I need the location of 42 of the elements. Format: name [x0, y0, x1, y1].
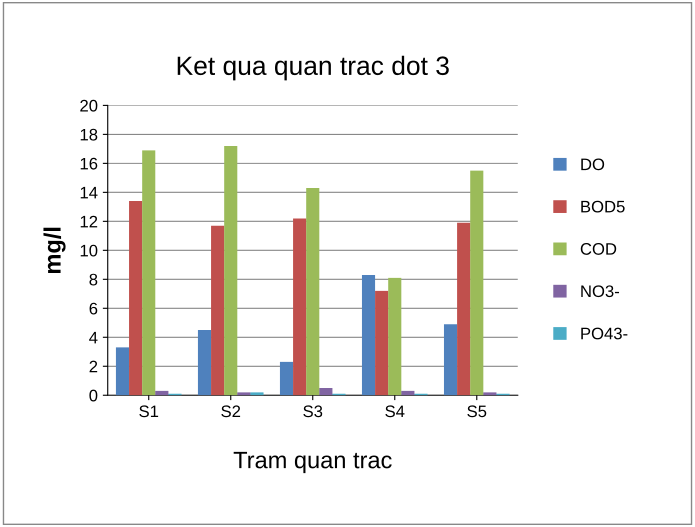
bar — [444, 324, 458, 396]
bar — [375, 290, 388, 396]
y-tick-label: 14 — [80, 186, 98, 198]
x-tick-label: S1 — [139, 405, 158, 418]
y-tick-label: 0 — [89, 390, 98, 402]
chart-title: Ket qua quan trac dot 3 — [178, 56, 449, 80]
x-tick-label: S2 — [221, 405, 240, 418]
legend-label: DO — [581, 158, 604, 170]
legend-label: PO43- — [581, 328, 628, 340]
y-tick-label: 6 — [90, 302, 98, 314]
bar — [362, 274, 376, 396]
x-tick-label: S5 — [467, 405, 486, 418]
y-axis-title: mg/l — [43, 228, 66, 274]
y-tick-label: 10 — [80, 244, 98, 257]
bar — [211, 226, 224, 396]
bar — [388, 278, 402, 396]
bar — [198, 330, 212, 396]
bar — [470, 170, 484, 396]
legend-label: NO3- — [581, 285, 620, 298]
y-tick-label: 2 — [90, 360, 98, 372]
legend-label: COD — [580, 243, 616, 255]
bar — [224, 146, 238, 396]
y-tick-label: 12 — [80, 216, 98, 228]
y-tick-label: 18 — [80, 128, 98, 141]
bar — [129, 201, 142, 396]
bar — [401, 390, 414, 396]
bar — [319, 388, 332, 396]
bar — [457, 222, 470, 396]
bar — [306, 188, 320, 396]
bar — [116, 347, 130, 396]
bar — [280, 362, 294, 396]
bar — [293, 218, 306, 396]
x-tick-label: S3 — [303, 405, 322, 418]
y-tick-label: 4 — [89, 332, 98, 344]
x-axis-title: Tram quan trac — [234, 452, 392, 474]
y-tick-label: 16 — [80, 158, 98, 170]
bar — [155, 390, 168, 396]
y-tick-label: 8 — [89, 274, 98, 286]
bar — [142, 150, 156, 396]
y-tick-label: 20 — [80, 100, 98, 112]
legend-label: BOD5 — [581, 200, 625, 213]
x-tick-label: S4 — [385, 405, 404, 418]
